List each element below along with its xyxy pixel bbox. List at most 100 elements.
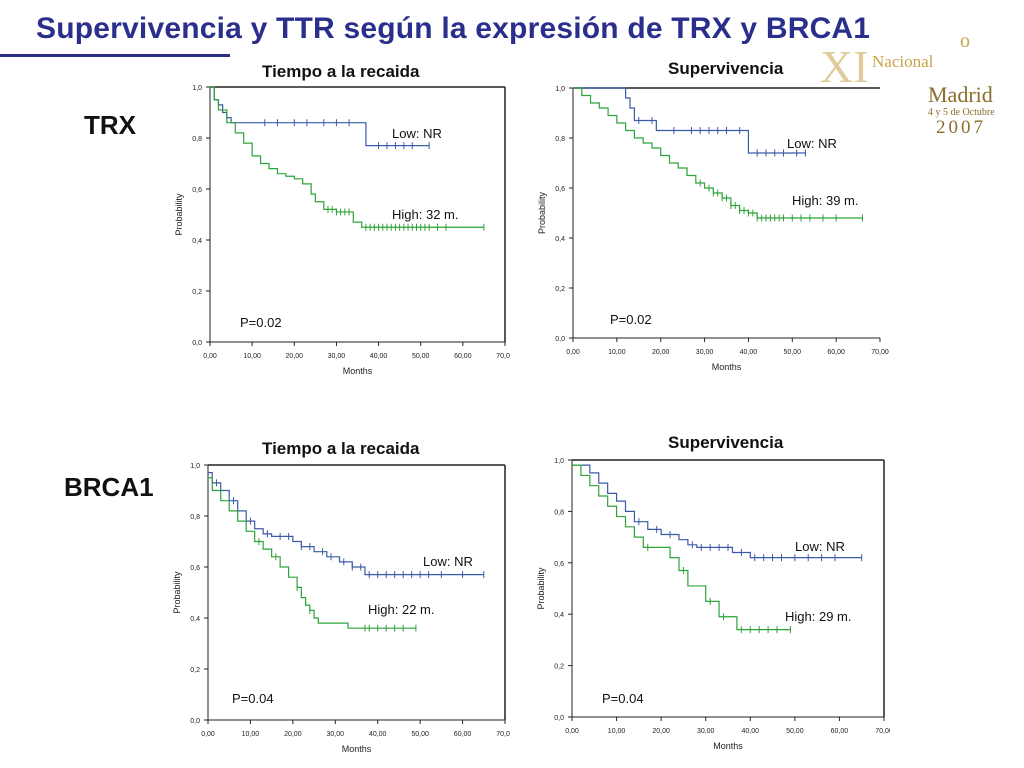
y-tick-label: 1,0 [554, 458, 564, 465]
x-tick-label: 50,00 [411, 731, 429, 738]
title-underline [0, 54, 230, 57]
congress-logo: XI o Nacional Madrid 4 y 5 de Octubre 20… [820, 30, 1024, 140]
p-value-label: P=0.04 [232, 691, 274, 706]
x-tick-label: 0,00 [201, 731, 215, 738]
y-tick-label: 0,6 [555, 186, 565, 193]
y-axis-title: Probability [172, 571, 182, 614]
y-tick-label: 1,0 [192, 85, 202, 92]
y-tick-label: 0,2 [192, 289, 202, 296]
x-tick-label: 30,00 [328, 353, 346, 360]
y-tick-label: 0,8 [554, 509, 564, 516]
row-label-brca1: BRCA1 [64, 472, 154, 502]
y-tick-label: 0,2 [190, 667, 200, 674]
series-label-high: High: 39 m. [792, 193, 858, 208]
x-tick-label: 50,00 [412, 353, 430, 360]
km-curve-low [572, 464, 862, 559]
logo-line-2: Nacional [872, 52, 934, 71]
y-tick-label: 0,4 [555, 236, 565, 243]
series-label-low: Low: NR [787, 136, 837, 151]
y-tick-label: 1,0 [555, 86, 565, 93]
y-tick-label: 0,2 [554, 664, 564, 671]
km-chart-brca1-os: 0,0 0,2 0,4 0,6 0,8 1,0 0,00 10,00 20,00 30,00 40,… [536, 458, 890, 751]
y-tick-label: 0,0 [190, 718, 200, 725]
y-tick-label: 0,4 [192, 238, 202, 245]
y-axis-title: Probability [537, 191, 547, 234]
x-axis-title: Months [713, 741, 743, 751]
km-curve-high [210, 86, 484, 228]
slide-title: Supervivencia y TTR según la expresión d… [36, 12, 871, 45]
x-axis-title: Months [342, 744, 372, 754]
y-tick-label: 0,4 [190, 616, 200, 623]
series-label-low: Low: NR [423, 554, 473, 569]
x-tick-label: 40,00 [370, 353, 388, 360]
km-chart-brca1-ttr: 0,0 0,2 0,4 0,6 0,8 1,0 0,00 10,00 20,00 30,00 40,… [172, 463, 510, 754]
x-tick-label: 70,00 [496, 353, 510, 360]
x-tick-label: 70,00 [496, 731, 510, 738]
x-tick-label: 20,00 [286, 353, 304, 360]
series-label-high: High: 32 m. [392, 207, 458, 222]
x-tick-label: 30,00 [327, 731, 345, 738]
x-tick-label: 20,00 [652, 349, 670, 356]
x-tick-label: 0,00 [565, 728, 579, 735]
km-chart-trx-ttr: 0,0 0,2 0,4 0,6 0,8 1,0 0,00 10,00 20,00 30,00 40,… [174, 85, 510, 376]
y-tick-label: 0,6 [190, 565, 200, 572]
series-label-high: High: 29 m. [785, 609, 851, 624]
logo-line-1: o [960, 30, 970, 52]
x-tick-label: 60,00 [827, 349, 845, 356]
y-tick-label: 0,0 [554, 715, 564, 722]
p-value-label: P=0.02 [240, 315, 282, 330]
x-tick-label: 60,00 [454, 731, 472, 738]
x-tick-label: 10,00 [243, 353, 261, 360]
chart-title-trx-ttr: Tiempo a la recaida [262, 62, 420, 81]
x-axis-title: Months [343, 366, 373, 376]
x-tick-label: 30,00 [696, 349, 714, 356]
x-tick-label: 30,00 [697, 728, 715, 735]
y-tick-label: 0,8 [555, 136, 565, 143]
series-label-high: High: 22 m. [368, 602, 434, 617]
logo-line-3: Madrid [928, 82, 993, 107]
x-tick-label: 60,00 [454, 353, 472, 360]
chart-title-trx-os: Supervivencia [668, 59, 784, 78]
x-tick-label: 40,00 [369, 731, 387, 738]
y-tick-label: 0,8 [190, 514, 200, 521]
y-axis-title: Probability [174, 193, 184, 236]
km-curve-high [572, 464, 791, 631]
km-curve-low [573, 87, 806, 154]
km-chart-trx-os: 0,0 0,2 0,4 0,6 0,8 1,0 0,00 10,00 20,00 30,00 40,… [537, 86, 889, 372]
row-label-trx: TRX [84, 110, 136, 140]
x-tick-label: 0,00 [203, 353, 217, 360]
y-tick-label: 0,0 [555, 336, 565, 343]
p-value-label: P=0.02 [610, 312, 652, 327]
km-curve-high [208, 477, 416, 629]
logo-badge: XI [820, 41, 869, 92]
y-tick-label: 0,6 [192, 187, 202, 194]
x-axis-title: Months [712, 362, 742, 372]
x-tick-label: 10,00 [608, 349, 626, 356]
y-tick-label: 0,0 [192, 340, 202, 347]
km-curve-low [208, 472, 484, 576]
y-tick-label: 0,8 [192, 136, 202, 143]
x-tick-label: 10,00 [242, 731, 260, 738]
logo-line-5: 2007 [936, 117, 986, 138]
x-tick-label: 20,00 [284, 731, 302, 738]
x-tick-label: 0,00 [566, 349, 580, 356]
x-tick-label: 40,00 [740, 349, 758, 356]
x-tick-label: 10,00 [608, 728, 626, 735]
x-tick-label: 20,00 [652, 728, 670, 735]
y-tick-label: 0,4 [554, 612, 564, 619]
y-tick-label: 0,6 [554, 561, 564, 568]
chart-title-brca1-ttr: Tiempo a la recaida [262, 439, 420, 458]
y-tick-label: 1,0 [190, 463, 200, 470]
p-value-label: P=0.04 [602, 691, 644, 706]
y-tick-label: 0,2 [555, 286, 565, 293]
logo-line-4: 4 y 5 de Octubre [928, 107, 995, 118]
series-label-low: Low: NR [392, 126, 442, 141]
x-tick-label: 60,00 [831, 728, 849, 735]
x-tick-label: 70,00 [871, 349, 889, 356]
x-tick-label: 50,00 [786, 728, 804, 735]
x-tick-label: 70,00 [875, 728, 890, 735]
series-label-low: Low: NR [795, 539, 845, 554]
x-tick-label: 40,00 [742, 728, 760, 735]
x-tick-label: 50,00 [784, 349, 802, 356]
chart-title-brca1-os: Supervivencia [668, 433, 784, 452]
